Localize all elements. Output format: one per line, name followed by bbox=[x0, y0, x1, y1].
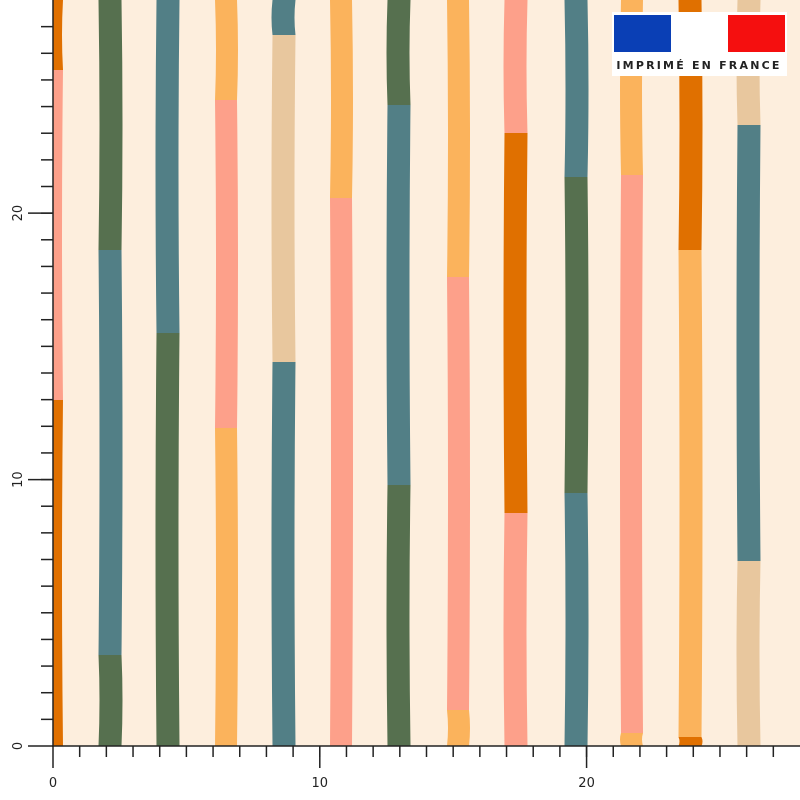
stripe bbox=[386, 0, 411, 105]
stripe bbox=[330, 198, 353, 746]
y-tick-label: 20 bbox=[11, 205, 26, 222]
stripe bbox=[503, 133, 528, 513]
stripe bbox=[53, 70, 63, 400]
stripe bbox=[53, 0, 63, 70]
y-tick-label: 0 bbox=[11, 742, 26, 750]
stripe bbox=[678, 250, 703, 737]
stripe bbox=[620, 733, 643, 746]
stripe bbox=[98, 655, 123, 746]
stripe bbox=[447, 0, 470, 277]
x-tick-label: 0 bbox=[49, 776, 57, 791]
stripe bbox=[564, 0, 589, 177]
badge: IMPRIMÉ EN FRANCE bbox=[612, 12, 787, 76]
stripe bbox=[155, 333, 180, 746]
stripe bbox=[155, 0, 180, 333]
stripe bbox=[215, 100, 238, 428]
stripe bbox=[98, 250, 123, 655]
stripe bbox=[447, 277, 470, 710]
stripe bbox=[215, 428, 238, 746]
stripe bbox=[447, 710, 470, 746]
badge-text: IMPRIMÉ EN FRANCE bbox=[616, 59, 781, 72]
x-tick-label: 10 bbox=[312, 776, 329, 791]
stripe bbox=[736, 561, 761, 746]
stripe bbox=[736, 125, 761, 561]
stripe bbox=[678, 737, 703, 746]
flag-white bbox=[671, 15, 728, 52]
stripe bbox=[271, 362, 296, 746]
flag-blue bbox=[614, 15, 671, 52]
stripe bbox=[564, 493, 589, 746]
stripe bbox=[386, 485, 411, 746]
stripe bbox=[503, 513, 528, 746]
ruler: 0 10 20 0 10 20 bbox=[11, 25, 775, 791]
stripes bbox=[53, 0, 761, 746]
y-tick-label: 10 bbox=[11, 471, 26, 488]
stripe bbox=[564, 177, 589, 493]
x-tick-label: 20 bbox=[578, 776, 595, 791]
stripe bbox=[386, 105, 411, 485]
stripe bbox=[330, 0, 353, 198]
flag-red bbox=[728, 15, 785, 52]
stripe bbox=[620, 175, 643, 733]
stripe bbox=[98, 0, 123, 250]
stripe bbox=[503, 0, 528, 133]
stripe bbox=[271, 35, 296, 362]
stripe bbox=[271, 0, 296, 35]
stripe bbox=[215, 0, 238, 100]
stripe bbox=[53, 400, 63, 746]
